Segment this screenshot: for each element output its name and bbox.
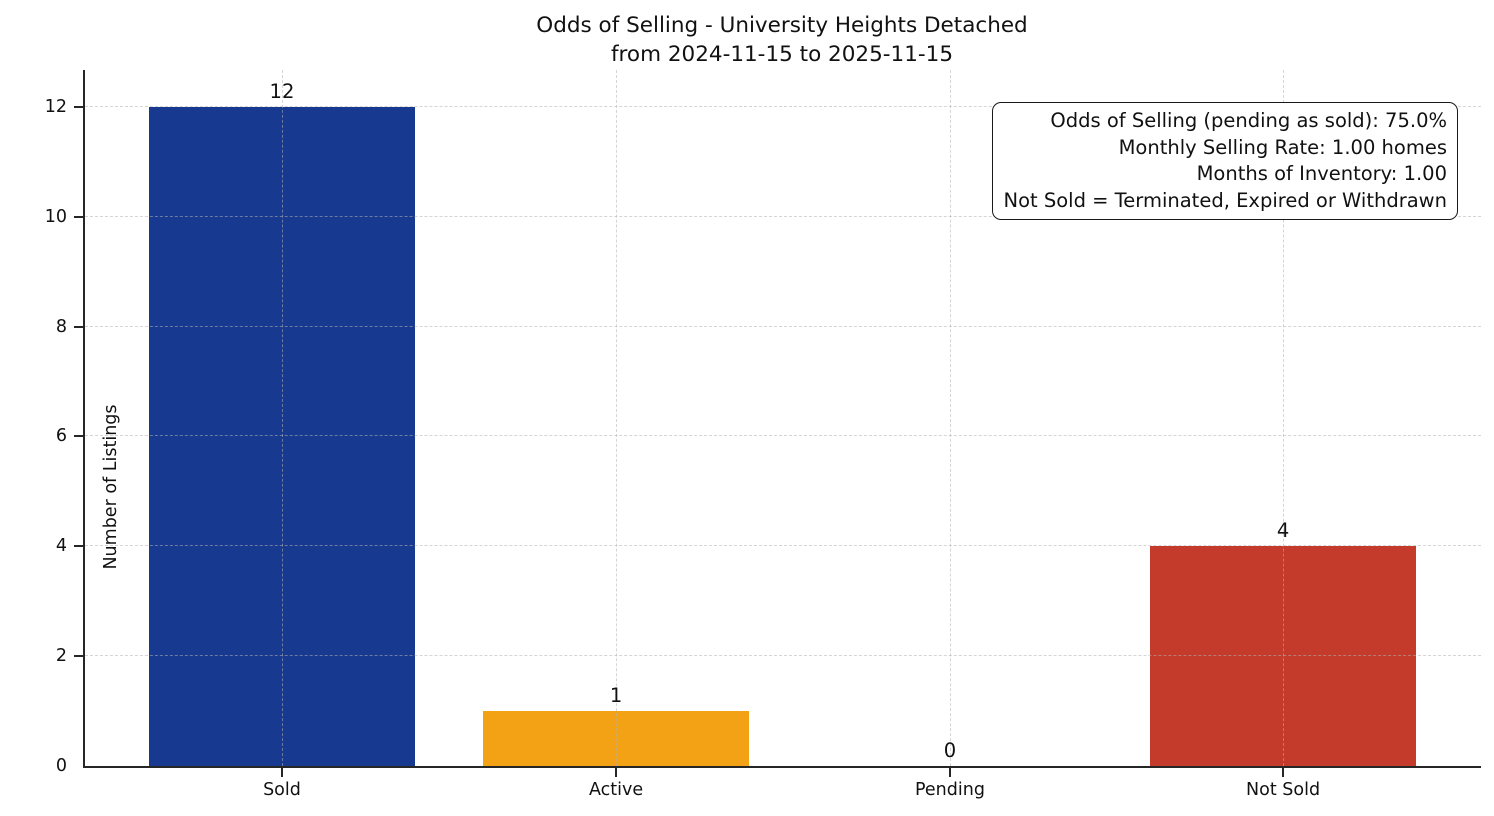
- horizontal-gridline: [85, 105, 1481, 107]
- x-tick-mark: [1282, 768, 1285, 777]
- annotation-line: Months of Inventory: 1.00: [1196, 162, 1447, 185]
- y-tick-mark: [74, 105, 83, 108]
- y-tick-mark: [74, 545, 83, 548]
- x-tick-mark: [615, 768, 618, 777]
- horizontal-gridline: [85, 215, 1481, 217]
- x-tick-label: Sold: [263, 780, 301, 800]
- horizontal-gridline: [85, 435, 1481, 437]
- annotation-box: Odds of Selling (pending as sold): 75.0%…: [992, 102, 1458, 220]
- bar-value-label: 12: [269, 79, 295, 103]
- y-tick-label: 4: [55, 536, 67, 557]
- vertical-gridline: [616, 70, 618, 766]
- x-tick-label: Active: [588, 780, 644, 800]
- x-tick-label: Pending: [914, 780, 985, 800]
- bar-not-sold: [1149, 546, 1417, 766]
- y-tick-label: 10: [44, 206, 67, 227]
- plot-area: Number of Listings 12 Sold 1 Active 0 Pending…: [45, 70, 1481, 800]
- chart-title-line2: from 2024-11-15 to 2025-11-15: [610, 42, 954, 67]
- chart-title-line1: Odds of Selling - University Heights Det…: [536, 13, 1028, 38]
- y-tick-label: 2: [55, 646, 67, 667]
- y-tick-label: 12: [44, 96, 67, 117]
- x-tick-mark: [280, 768, 283, 777]
- y-tick-label: 8: [55, 316, 67, 337]
- vertical-gridline: [949, 70, 951, 766]
- annotation-line: Monthly Selling Rate: 1.00 homes: [1118, 135, 1447, 159]
- y-tick-mark: [74, 215, 83, 218]
- y-tick-mark: [74, 655, 83, 658]
- annotation-line: Not Sold = Terminated, Expired or Withdr…: [1003, 188, 1447, 212]
- bar-value-label: 1: [609, 684, 623, 708]
- y-tick-mark: [74, 435, 83, 438]
- y-axis-label: Number of Listings: [101, 404, 121, 570]
- vertical-gridline: [281, 70, 283, 766]
- chart-title: Odds of Selling - University Heights Det…: [83, 11, 1481, 69]
- horizontal-gridline: [85, 655, 1481, 657]
- x-tick-mark: [948, 768, 951, 777]
- bar-value-label: 4: [1276, 519, 1290, 543]
- bar-value-label: 0: [943, 739, 957, 762]
- horizontal-gridline: [85, 325, 1481, 327]
- y-tick-label: 0: [55, 756, 67, 776]
- horizontal-gridline: [85, 545, 1481, 547]
- annotation-line: Odds of Selling (pending as sold): 75.0%: [1050, 109, 1447, 132]
- y-tick-label: 6: [55, 426, 67, 447]
- y-tick-mark: [74, 325, 83, 328]
- vertical-gridline: [1283, 70, 1285, 766]
- x-tick-label: Not Sold: [1246, 780, 1321, 800]
